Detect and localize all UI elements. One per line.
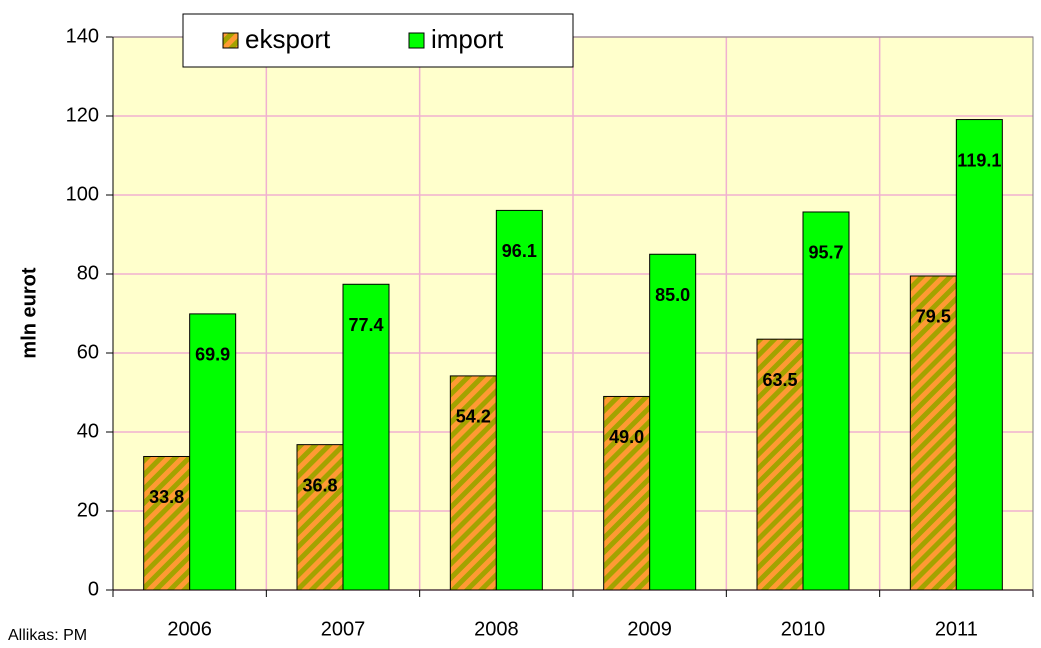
data-label: 95.7 (808, 243, 843, 263)
bar (296, 444, 344, 591)
data-label: 85.0 (655, 285, 690, 305)
data-label: 36.8 (302, 475, 337, 495)
legend-box (182, 13, 574, 68)
bar (603, 395, 651, 591)
legend: eksport import (182, 13, 574, 68)
y-tick-label: 20 (77, 499, 99, 521)
y-tick-label: 0 (88, 578, 99, 600)
x-tick-label: 2009 (627, 618, 672, 640)
y-tick-label: 100 (66, 183, 99, 205)
y-tick-label: 80 (77, 262, 99, 284)
bar (802, 211, 850, 591)
y-tick-label: 40 (77, 420, 99, 442)
x-tick-label: 2010 (781, 618, 826, 640)
x-tick-label: 2011 (935, 618, 978, 640)
bar (143, 455, 191, 591)
bar (955, 119, 1003, 591)
x-tick-label: 2008 (474, 618, 519, 640)
data-label: 49.0 (609, 427, 644, 447)
bar (756, 338, 804, 591)
y-axis-title: mln eurot (18, 267, 40, 358)
data-label: 63.5 (762, 370, 797, 390)
x-tick-label: 2007 (321, 618, 366, 640)
bar (495, 209, 543, 591)
data-label: 33.8 (149, 487, 184, 507)
source-note: Allikas: PM (8, 627, 87, 644)
data-label: 77.4 (348, 315, 383, 335)
legend-label: import (431, 24, 504, 54)
y-tick-label: 120 (66, 104, 99, 126)
legend-swatch (222, 32, 239, 49)
y-tick-label: 140 (66, 25, 99, 47)
legend-label: eksport (245, 24, 331, 54)
data-label: 69.9 (195, 345, 230, 365)
data-label: 119.1 (957, 150, 1001, 170)
y-tick-label: 60 (77, 341, 99, 363)
bar (909, 275, 957, 591)
data-label: 96.1 (502, 241, 537, 261)
data-label: 54.2 (456, 407, 491, 427)
x-tick-label: 2006 (167, 618, 212, 640)
legend-swatch (408, 32, 425, 49)
data-label: 79.5 (916, 307, 951, 327)
bar (649, 253, 697, 591)
